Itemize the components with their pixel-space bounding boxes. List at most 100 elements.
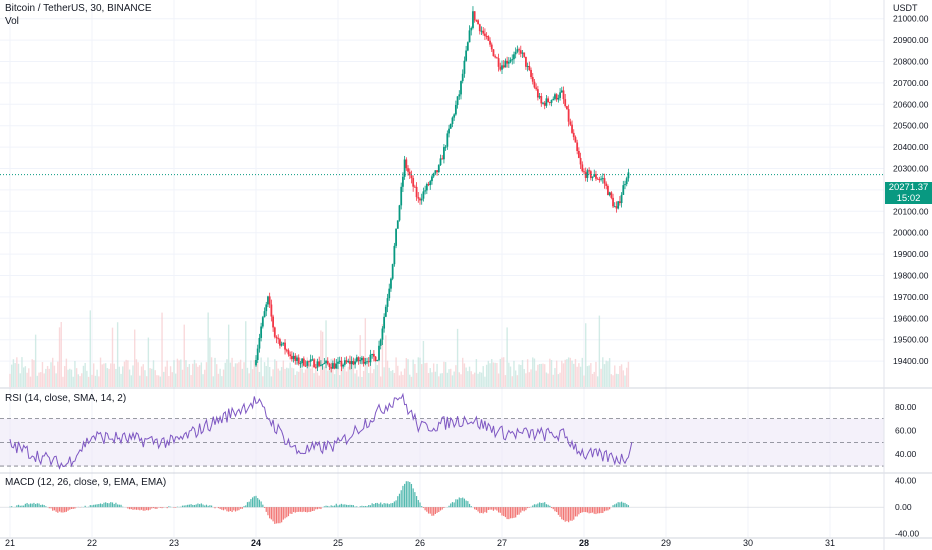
candle-body [607,185,609,196]
volume-bar [354,373,356,387]
volume-bar [335,361,337,387]
macd-bar [89,505,91,508]
volume-bar [501,357,503,387]
macd-bar [443,507,445,508]
volume-bar [521,360,524,387]
volume-bar [104,363,107,387]
macd-bar [393,501,395,508]
volume-bar [188,364,191,387]
volume-bar [499,358,501,387]
volume-bar [333,374,336,387]
last-price-label[interactable]: 20271.37 15:02 [885,182,932,204]
macd-bar [528,507,530,508]
macd-bar [236,507,238,511]
candle-body [304,365,307,367]
candle-body [617,201,620,209]
volume-bar [185,360,187,387]
macd-bar [240,507,242,509]
volume-bar [81,373,83,387]
macd-bar [117,504,119,508]
candle-body [398,205,401,221]
volume-bar [494,362,496,387]
macd-bar [347,505,349,508]
volume-bar [520,365,522,387]
macd-bar [550,507,553,509]
macd-bar [41,504,44,508]
candle-body [613,206,616,208]
macd-bar [439,507,442,511]
macd-bar [376,502,378,508]
macd-bar [330,505,332,508]
macd-bar [231,507,233,513]
macd-bar [458,497,460,508]
volume-bar [209,337,211,387]
volume-bar [574,358,577,387]
time-tick-label: 28 [579,538,589,548]
volume-bar [183,324,185,387]
volume-bar [530,369,532,387]
volume-bar [552,374,554,387]
macd-bar [509,507,512,519]
macd-bar [74,507,76,509]
volume-bar [222,369,225,387]
candle-body [345,360,348,363]
volume-bar [272,369,274,387]
volume-bar [439,373,442,387]
price-tick-label: 21000.00 [893,14,929,24]
candle-body [287,350,290,355]
volume-bar [427,373,430,387]
macd-bar [105,502,107,508]
symbol-legend[interactable]: Bitcoin / TetherUS, 30, BINANCE [5,3,152,14]
macd-bar [415,496,418,508]
candle-body [354,361,356,365]
volume-bar [532,357,534,387]
candle-body [577,150,580,158]
price-tick-label: 20400.00 [893,142,929,152]
volume-bar [511,376,513,387]
volume-bar [134,329,136,387]
macd-legend[interactable]: MACD (12, 26, close, 9, EMA, EMA) [5,477,167,488]
volume-bar [578,363,580,387]
volume-bar [337,365,339,387]
macd-bar [226,507,228,512]
candle-body [490,44,493,50]
volume-bar [212,376,214,387]
candle-body [465,50,468,61]
volume-bar [45,368,47,387]
volume-bar [250,360,252,387]
candle-body [472,11,474,28]
volume-bar [233,366,235,387]
volume-bar [622,370,624,387]
volume-legend[interactable]: Vol [5,16,19,27]
macd-bar [453,502,455,508]
macd-bar [463,498,466,508]
rsi-legend[interactable]: RSI (14, close, SMA, 14, 2) [5,393,127,404]
macd-bar [93,504,95,508]
candle-body [306,361,309,366]
volume-bar [280,367,283,387]
candle-body [583,171,585,173]
macd-bar [359,506,361,508]
candle-body [542,102,544,104]
time-tick-label: 22 [87,538,97,548]
candle-body [342,364,345,367]
volume-bar [381,324,384,387]
volume-bar [403,368,406,387]
macd-bar [431,507,433,516]
candle-body [328,363,331,368]
macd-bar [475,507,477,510]
macd-bar [200,503,202,508]
candle-body [612,197,614,207]
price-tick-label: 19500.00 [893,335,929,345]
macd-bar [204,505,206,508]
volume-bar [214,357,216,387]
candle-body [359,360,362,362]
volume-bar [509,366,512,387]
candle-body [410,175,413,179]
macd-bar [569,507,571,521]
volume-bar [21,357,23,387]
candle-body [424,190,427,192]
volume-bar [419,357,421,387]
macd-bar [518,507,520,515]
